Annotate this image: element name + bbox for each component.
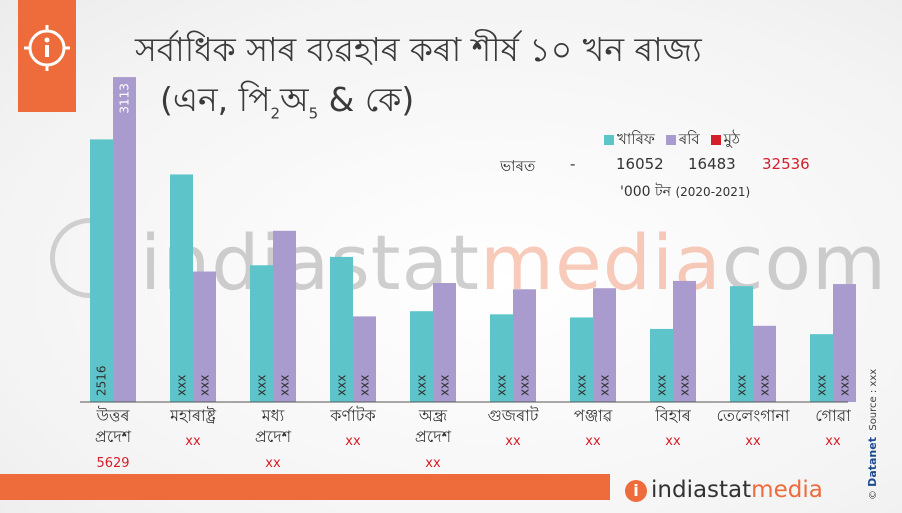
total-label-9: xx xyxy=(825,434,841,449)
bar-kharif-9 xyxy=(810,334,833,402)
category-label-1: মহাৰাষ্ট্ৰ xyxy=(169,406,217,425)
bar-kharif-4 xyxy=(410,311,433,402)
category-label-5: গুজৰাট xyxy=(488,406,539,425)
category-label-9: গোৱা xyxy=(815,406,851,425)
data-label-kharif-9: xxx xyxy=(815,375,829,396)
bar-rabi-5 xyxy=(513,289,536,402)
bar-kharif-2 xyxy=(250,265,273,402)
bar-rabi-7 xyxy=(673,280,696,402)
data-label-kharif-8: xxx xyxy=(735,375,749,396)
bar-rabi-4 xyxy=(433,283,456,402)
brand-info-icon: i xyxy=(625,479,647,502)
totals-total: 32536 xyxy=(762,155,810,173)
total-label-5: xx xyxy=(505,434,521,449)
data-label-rabi-9: xxx xyxy=(838,375,852,396)
legend-label-kharif: খাৰিফ xyxy=(617,130,655,148)
bar-rabi-0 xyxy=(113,77,136,402)
bar-kharif-7 xyxy=(650,328,673,402)
data-label-kharif-4: xxx xyxy=(415,375,429,396)
data-label-kharif-3: xxx xyxy=(335,375,349,396)
legend: খাৰিফ ৰবি মুঠ xyxy=(598,128,740,153)
source-note: © Datanet Source : xxx xyxy=(866,368,879,500)
data-label-rabi-5: xxx xyxy=(518,375,532,396)
category-label-2: প্ৰদেশ xyxy=(255,427,292,446)
legend-label-total: মুঠ xyxy=(723,130,740,148)
bar-kharif-1 xyxy=(170,174,193,402)
totals-kharif: 16052 xyxy=(616,155,664,173)
data-label-rabi-0: 3113 xyxy=(118,83,132,114)
bar-rabi-6 xyxy=(593,288,616,402)
bar-rabi-9 xyxy=(833,284,856,402)
totals-separator: - xyxy=(570,155,576,173)
data-label-kharif-5: xxx xyxy=(495,375,509,396)
bar-rabi-2 xyxy=(273,230,296,402)
bar-kharif-8 xyxy=(730,286,753,402)
bar-rabi-3 xyxy=(353,316,376,402)
total-label-2: xx xyxy=(265,456,281,471)
category-label-8: তেলেংগানা xyxy=(716,406,789,425)
total-label-6: xx xyxy=(585,434,601,449)
bar-kharif-0 xyxy=(90,139,113,402)
total-label-1: xx xyxy=(185,434,201,449)
data-label-rabi-7: xxx xyxy=(678,375,692,396)
data-label-kharif-1: xxx xyxy=(175,375,189,396)
category-label-7: বিহাৰ xyxy=(654,406,692,425)
footer-brand: i indiastatmedia xyxy=(625,477,823,503)
chart-subtitle: (এন, পি2অ5 & কে) xyxy=(160,80,415,123)
category-label-0: প্ৰদেশ xyxy=(95,427,132,446)
unit-label: '000 টন (2020-2021) xyxy=(620,184,751,200)
total-label-4: xx xyxy=(425,456,441,471)
total-label-7: xx xyxy=(665,434,681,449)
total-label-8: xx xyxy=(745,434,761,449)
bar-rabi-8 xyxy=(753,325,776,402)
info-icon xyxy=(24,25,70,71)
bar-kharif-6 xyxy=(570,317,593,402)
data-label-rabi-2: xxx xyxy=(278,375,292,396)
data-label-kharif-6: xxx xyxy=(575,375,589,396)
data-label-rabi-4: xxx xyxy=(438,375,452,396)
legend-label-rabi: ৰবি xyxy=(678,130,700,148)
data-label-rabi-8: xxx xyxy=(758,375,772,396)
category-label-6: পঞ্জাৱ xyxy=(574,406,613,425)
category-label-4: অন্ধ্ৰ xyxy=(418,406,448,425)
data-label-kharif-0: 2516 xyxy=(95,365,109,396)
bar-kharif-3 xyxy=(330,256,353,402)
total-label-3: xx xyxy=(345,434,361,449)
category-label-0: উত্তৰ xyxy=(96,406,131,425)
category-label-2: মধ্য xyxy=(261,406,285,425)
category-label-4: প্ৰদেশ xyxy=(415,427,452,446)
bar-rabi-1 xyxy=(193,271,216,402)
totals-rabi: 16483 xyxy=(688,155,736,173)
data-label-rabi-1: xxx xyxy=(198,375,212,396)
chart-title: সৰ্বাধিক সাৰ ব্যৱহাৰ কৰা শীৰ্ষ ১০ খন ৰাজ… xyxy=(135,30,702,69)
legend-swatch-kharif xyxy=(604,134,614,145)
totals-label: ভাৰত xyxy=(500,157,536,175)
header-logo xyxy=(18,0,76,112)
bar-kharif-5 xyxy=(490,314,513,402)
data-label-kharif-7: xxx xyxy=(655,375,669,396)
category-label-3: কৰ্ণাটক xyxy=(329,406,376,425)
data-label-rabi-3: xxx xyxy=(358,375,372,396)
data-label-kharif-2: xxx xyxy=(255,375,269,396)
data-label-rabi-6: xxx xyxy=(598,375,612,396)
total-label-0: 5629 xyxy=(96,456,129,471)
footer-bar xyxy=(0,474,610,500)
legend-swatch-rabi xyxy=(665,134,676,145)
legend-swatch-total xyxy=(710,134,721,145)
